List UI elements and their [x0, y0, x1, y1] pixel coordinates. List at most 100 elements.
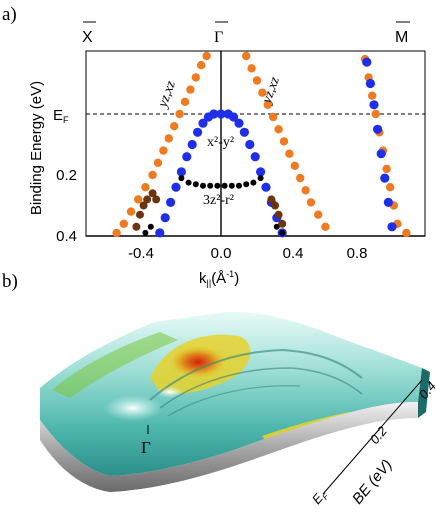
- data-point-blue: [155, 228, 165, 238]
- surface-3d-plot: [40, 311, 430, 492]
- sym-label-x-text: X: [82, 29, 93, 46]
- data-point-orange: [112, 228, 121, 238]
- be-ef-sub: F: [321, 491, 332, 501]
- data-point-orange: [247, 64, 256, 73]
- x-tick-label-08: 0.8: [347, 245, 368, 262]
- scatter-points: [112, 51, 411, 238]
- data-point-orange: [191, 73, 200, 82]
- panel-b: b) Γ EF 0.2: [2, 271, 436, 508]
- data-point-black: [250, 179, 257, 186]
- data-point-black: [228, 182, 235, 189]
- x-label-exp: -1: [226, 269, 234, 279]
- data-point-blue: [160, 213, 170, 223]
- data-point-black: [178, 175, 185, 182]
- data-point-orange: [119, 219, 128, 228]
- data-point-orange: [290, 161, 299, 170]
- data-point-orange: [148, 170, 157, 180]
- x-tick-label-04: 0.4: [283, 245, 304, 262]
- annotation-x2-y2: x²-y²: [207, 135, 234, 150]
- data-point-black: [142, 229, 149, 236]
- data-point-black: [243, 181, 250, 188]
- sym-label-m: M: [395, 21, 410, 46]
- data-point-blue: [369, 100, 379, 110]
- data-point-orange: [202, 51, 211, 61]
- data-point-black: [236, 182, 242, 189]
- data-point-blue: [376, 149, 386, 159]
- x-label-close: ): [234, 270, 239, 287]
- data-point-black: [273, 223, 280, 230]
- data-point-brown: [143, 195, 152, 204]
- sym-label-gamma-text: Γ: [214, 29, 223, 46]
- data-point-black: [279, 229, 286, 236]
- data-point-orange: [141, 183, 150, 192]
- data-point-orange: [296, 173, 305, 183]
- data-point-orange: [263, 100, 272, 110]
- data-point-blue: [216, 109, 226, 119]
- data-point-orange: [170, 122, 179, 131]
- annotation-yz-xz-right: yz,xz: [259, 75, 283, 108]
- data-point-orange: [197, 60, 206, 70]
- data-point-brown: [139, 201, 148, 210]
- data-point-orange: [306, 198, 316, 207]
- data-point-orange: [368, 91, 377, 100]
- data-point-black: [192, 181, 199, 188]
- data-point-black: [221, 182, 228, 189]
- data-point-blue: [380, 173, 390, 183]
- data-point-blue: [261, 182, 271, 192]
- data-point-brown: [136, 210, 144, 219]
- data-point-orange: [134, 195, 143, 204]
- x-label-sub: ||: [207, 278, 212, 288]
- ef-sub: F: [63, 115, 69, 125]
- x-tick-label-00: 0.0: [211, 245, 232, 262]
- data-point-orange: [186, 85, 195, 94]
- data-point-brown: [132, 222, 141, 231]
- surface-glow: [103, 395, 163, 421]
- data-point-brown: [267, 195, 276, 204]
- sym-label-x: X: [82, 21, 96, 46]
- sym-label-gamma: Γ: [214, 21, 228, 46]
- panel-a: a) X Γ M Binding Energy (eV) EF 0.2 0.4 …: [2, 4, 426, 288]
- data-point-orange: [371, 109, 380, 119]
- data-point-blue: [209, 109, 219, 119]
- data-point-blue: [373, 124, 383, 134]
- surface-ridge-1: [149, 348, 363, 401]
- annotation-yz-xz-left: yz,xz: [155, 79, 179, 112]
- surface-front-face: [40, 402, 418, 492]
- surface-green-band: [52, 332, 178, 398]
- x-label-unit: (Å: [211, 270, 226, 287]
- data-point-blue: [193, 127, 203, 137]
- data-point-blue: [198, 118, 208, 128]
- sym-label-m-text: M: [395, 29, 408, 46]
- data-point-blue: [229, 112, 239, 122]
- x-axis-label: k||(Å-1): [199, 269, 239, 288]
- ef-main: E: [53, 107, 63, 124]
- be-tick-02: 0.2: [367, 423, 391, 447]
- data-point-orange: [242, 51, 251, 61]
- data-point-blue: [239, 127, 249, 137]
- svg-text:EF: EF: [53, 107, 69, 125]
- data-point-orange: [402, 228, 411, 238]
- data-point-black: [214, 182, 221, 189]
- data-point-orange: [321, 222, 330, 231]
- y-tick-label-04: 0.4: [56, 228, 77, 245]
- data-point-orange: [153, 158, 163, 167]
- data-point-orange: [285, 149, 294, 158]
- data-point-brown: [278, 219, 287, 228]
- surface-ridge-2: [159, 367, 363, 409]
- data-point-blue: [234, 118, 244, 128]
- be-axis-label: BE (eV): [349, 456, 396, 507]
- data-point-orange: [274, 125, 283, 134]
- data-point-blue: [387, 222, 397, 232]
- data-point-blue: [182, 152, 192, 162]
- data-point-orange: [386, 183, 395, 192]
- data-point-orange: [279, 137, 289, 146]
- data-point-black: [257, 175, 264, 182]
- x-label-k: k: [199, 270, 207, 287]
- data-point-black: [200, 182, 206, 189]
- data-point-black: [185, 179, 192, 186]
- data-point-orange: [314, 210, 323, 219]
- data-point-brown: [271, 201, 279, 210]
- data-point-blue: [250, 152, 260, 162]
- data-point-orange: [258, 88, 267, 97]
- surface-ridge-3: [167, 385, 301, 417]
